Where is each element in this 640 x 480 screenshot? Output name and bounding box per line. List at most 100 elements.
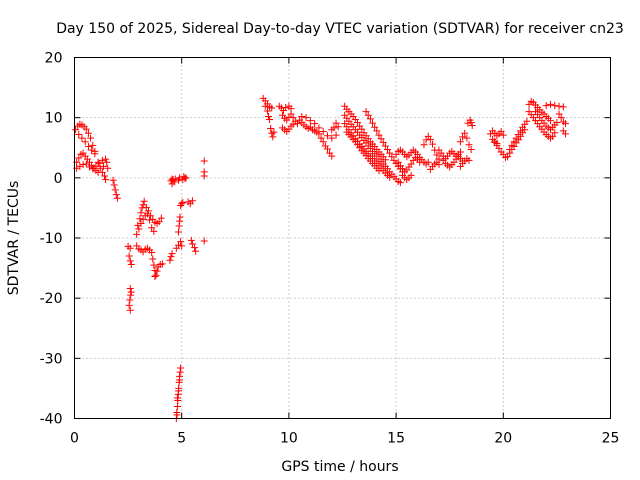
data-point xyxy=(269,133,277,141)
data-point xyxy=(94,158,102,166)
data-point xyxy=(110,181,118,189)
data-point xyxy=(366,115,374,123)
data-point xyxy=(200,157,208,165)
data-point xyxy=(167,253,175,261)
data-point xyxy=(136,215,144,223)
data-point xyxy=(420,141,428,149)
data-point xyxy=(504,153,512,161)
data-point xyxy=(468,121,476,129)
data-point xyxy=(192,247,200,255)
data-point xyxy=(315,124,323,132)
data-point xyxy=(187,236,195,244)
data-point xyxy=(396,179,404,187)
data-point xyxy=(315,130,323,138)
data-point xyxy=(143,210,151,218)
data-point xyxy=(148,224,156,232)
data-point xyxy=(551,129,559,137)
data-point xyxy=(173,402,181,410)
data-point xyxy=(133,230,141,238)
data-point xyxy=(298,112,306,120)
data-point xyxy=(514,131,522,139)
data-point xyxy=(557,114,565,122)
data-point xyxy=(424,158,432,166)
data-point xyxy=(75,131,83,139)
y-tick-label: -30 xyxy=(40,351,63,367)
data-point xyxy=(155,218,163,226)
data-point xyxy=(98,168,106,176)
data-point xyxy=(319,128,327,136)
data-point xyxy=(153,267,161,275)
data-point xyxy=(459,133,467,141)
data-point xyxy=(270,128,278,136)
data-point xyxy=(354,118,362,126)
data-point xyxy=(499,131,507,139)
data-point xyxy=(328,134,336,142)
data-point xyxy=(555,102,563,110)
data-point xyxy=(84,129,92,137)
data-point xyxy=(89,141,97,149)
data-point xyxy=(174,387,182,395)
data-point xyxy=(181,174,189,182)
data-point xyxy=(328,126,336,134)
data-point xyxy=(375,131,383,139)
data-point xyxy=(158,260,166,268)
data-point xyxy=(96,164,104,172)
data-point xyxy=(84,143,92,151)
data-point xyxy=(317,134,325,142)
data-point xyxy=(386,149,394,157)
data-point xyxy=(561,120,569,128)
data-point xyxy=(168,250,176,258)
data-point xyxy=(319,138,327,146)
data-point xyxy=(268,104,276,112)
x-axis-ticks: 0 5 10 15 20 25 xyxy=(70,57,620,447)
data-point xyxy=(433,151,441,159)
data-point xyxy=(191,244,199,252)
x-tick-label: 10 xyxy=(280,431,298,447)
data-point xyxy=(148,248,156,256)
data-point xyxy=(379,138,387,146)
data-point xyxy=(140,197,148,205)
data-point xyxy=(369,119,377,127)
data-point xyxy=(104,164,112,172)
y-axis-ticks: -40 -30 -20 -10 0 10 20 xyxy=(40,51,611,428)
data-point xyxy=(182,174,190,182)
data-point xyxy=(126,285,134,293)
data-point xyxy=(265,112,273,120)
data-point xyxy=(200,237,208,245)
data-point xyxy=(95,159,103,167)
data-point xyxy=(176,174,184,182)
x-tick-label: 25 xyxy=(602,431,620,447)
data-point xyxy=(364,111,372,119)
data-point xyxy=(493,140,501,148)
data-point xyxy=(508,141,516,149)
x-tick-label: 5 xyxy=(177,431,186,447)
data-point xyxy=(467,146,475,154)
data-point xyxy=(127,291,135,299)
chart-title: Day 150 of 2025, Sidereal Day-to-day VTE… xyxy=(56,21,624,37)
data-point xyxy=(135,225,143,233)
data-point xyxy=(174,228,182,236)
data-point xyxy=(323,132,331,140)
data-point xyxy=(549,132,557,140)
data-point xyxy=(146,216,154,224)
y-tick-label: 0 xyxy=(54,171,63,187)
data-point xyxy=(82,160,90,168)
data-point xyxy=(456,148,464,156)
data-point xyxy=(422,136,430,144)
data-point xyxy=(109,176,117,184)
data-point xyxy=(142,203,150,211)
x-tick-label: 0 xyxy=(70,431,79,447)
data-point xyxy=(166,256,174,264)
data-point xyxy=(168,175,176,183)
data-point xyxy=(126,306,134,314)
data-point xyxy=(86,163,94,171)
data-point xyxy=(394,158,402,166)
data-point xyxy=(72,126,80,134)
data-point xyxy=(76,162,84,170)
data-point xyxy=(542,102,550,110)
data-point xyxy=(334,123,342,131)
data-point xyxy=(81,138,89,146)
data-point xyxy=(137,209,145,217)
data-point xyxy=(407,171,415,179)
